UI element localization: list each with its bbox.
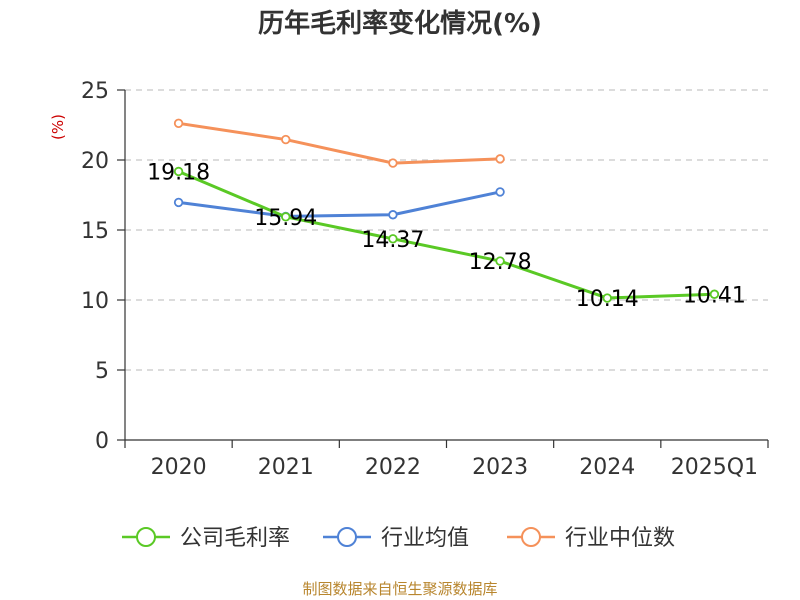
data-point xyxy=(173,118,184,129)
x-tick-label: 2020 xyxy=(151,455,207,480)
data-point xyxy=(173,166,184,177)
series-group xyxy=(173,118,720,303)
data-label: 14.37 xyxy=(361,228,424,253)
y-tick-label: 0 xyxy=(95,429,109,454)
legend-marker xyxy=(521,527,541,547)
y-axis-label: (%) xyxy=(49,114,67,140)
data-point xyxy=(281,212,291,222)
chart-title: 历年毛利率变化情况(%) xyxy=(258,8,542,39)
data-labels: 19.18 15.94 14.37 12.78 10.14 10.41 xyxy=(147,160,746,312)
data-label: 12.78 xyxy=(469,250,532,275)
data-point xyxy=(388,234,398,244)
y-tick-label: 20 xyxy=(81,149,109,174)
data-label: 15.94 xyxy=(254,206,317,231)
x-tick-label: 2025Q1 xyxy=(671,455,758,480)
source-note: 制图数据来自恒生聚源数据库 xyxy=(302,580,497,598)
y-tick-label: 15 xyxy=(81,219,109,244)
series-line xyxy=(177,170,715,300)
legend-item[interactable]: 行业均值 xyxy=(323,526,469,551)
data-point xyxy=(388,158,398,168)
x-tick-label: 2021 xyxy=(258,455,314,480)
data-point xyxy=(388,210,398,220)
axes: 0 5 10 15 20 25 2020 2021 2022 2023 2024 2025Q1 xyxy=(81,79,769,480)
data-point xyxy=(173,197,184,208)
x-tick-label: 2023 xyxy=(472,455,528,480)
legend-label: 公司毛利率 xyxy=(180,526,290,551)
data-point xyxy=(602,293,612,303)
legend-marker xyxy=(136,527,156,547)
data-point xyxy=(495,256,505,266)
data-label: 10.41 xyxy=(683,283,746,308)
y-tick-label: 5 xyxy=(95,359,109,384)
series-line xyxy=(178,190,501,218)
legend-item[interactable]: 行业中位数 xyxy=(507,526,675,551)
data-point xyxy=(495,187,505,197)
legend[interactable]: 公司毛利率 行业均值 行业中位数 xyxy=(122,526,675,551)
series-line xyxy=(178,121,501,165)
legend-label: 行业均值 xyxy=(381,526,469,551)
x-tick-label: 2022 xyxy=(365,455,421,480)
x-tick-label: 2024 xyxy=(579,455,635,480)
grid-lines xyxy=(125,89,768,371)
data-point xyxy=(281,134,291,145)
data-label: 10.14 xyxy=(576,287,639,312)
legend-item[interactable]: 公司毛利率 xyxy=(122,526,290,551)
data-point xyxy=(709,289,720,299)
data-label: 19.18 xyxy=(147,160,210,185)
y-tick-label: 25 xyxy=(81,79,109,104)
legend-marker xyxy=(337,527,357,547)
data-point xyxy=(495,154,505,164)
legend-label: 行业中位数 xyxy=(565,526,675,551)
y-tick-label: 10 xyxy=(81,289,109,314)
